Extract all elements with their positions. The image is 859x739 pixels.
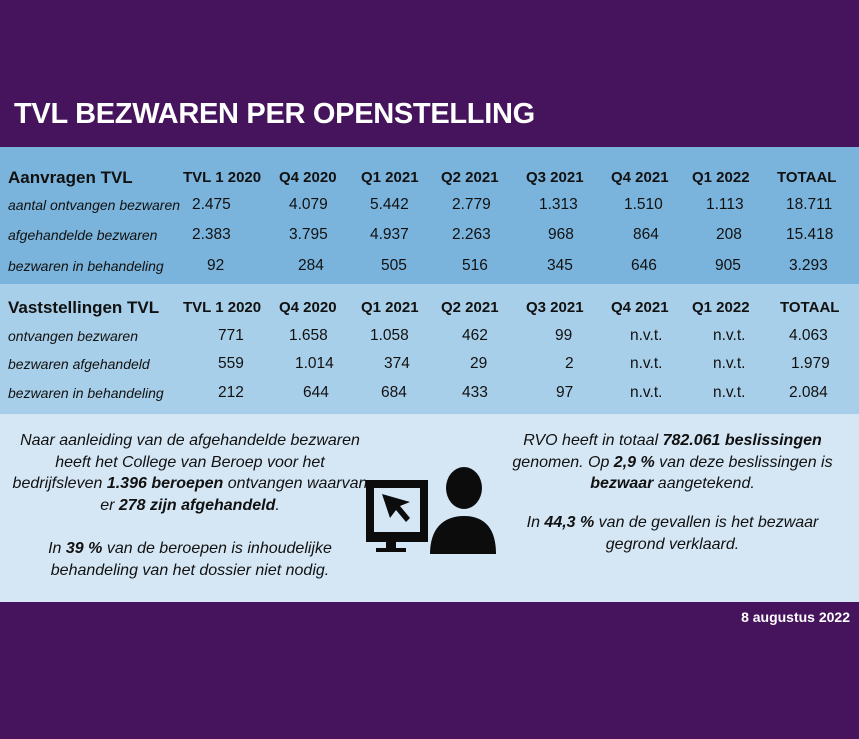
column-header: Q3 2021 [526,169,584,186]
table-row: afgehandelde bezwaren 2.383 3.795 4.937 … [0,222,859,248]
page-title: TVL BEZWAREN PER OPENSTELLING [14,98,535,130]
info-panel: Naar aanleiding van de afgehandelde bezw… [0,414,859,602]
table-cell: 18.711 [786,196,833,213]
table-cell: 2.779 [452,196,491,213]
table-cell: 15.418 [786,226,834,243]
column-header: Q1 2021 [361,299,419,316]
row-label: afgehandelde bezwaren [8,227,158,243]
table-cell: 4.937 [370,226,409,243]
column-header: Q4 2021 [611,299,669,316]
row-label: bezwaren in behandeling [8,258,164,274]
table-cell: 212 [218,384,244,401]
table-cell: 1.113 [706,196,744,213]
table-cell: 3.293 [789,257,828,274]
table-cell: 1.979 [791,355,830,372]
row-label: bezwaren afgehandeld [8,356,150,372]
table-cell: 345 [547,257,573,274]
table-cell: 29 [470,355,488,372]
table-cell: n.v.t. [630,327,663,344]
column-header: Q3 2021 [526,299,584,316]
table-cell: 2.475 [192,196,231,213]
table-row: bezwaren in behandeling 92 284 505 516 3… [0,253,859,279]
table-cell: 2.263 [452,226,491,243]
table-cell: 864 [633,226,659,243]
table-cell: 99 [555,327,573,344]
column-header: TOTAAL [780,299,840,316]
column-header: TOTAAL [777,169,837,186]
table-cell: 284 [298,257,324,274]
vaststellingen-header-row: Vaststellingen TVL TVL 1 2020 Q4 2020 Q1… [0,295,859,321]
table-cell: 374 [384,355,410,372]
row-label: aantal ontvangen bezwaren [8,197,181,213]
aanvragen-table: Aanvragen TVL TVL 1 2020 Q4 2020 Q1 2021… [0,147,859,284]
table-cell: 92 [207,257,225,274]
table-row: bezwaren in behandeling 212 644 684 433 … [0,380,859,406]
table-cell: 559 [218,355,244,372]
table-cell: 208 [716,226,742,243]
table-cell: 505 [381,257,407,274]
table-cell: 1.014 [295,355,334,372]
table-row: aantal ontvangen bezwaren 2.475 4.079 5.… [0,192,859,218]
table-cell: n.v.t. [630,384,663,401]
table-cell: 2.383 [192,226,231,243]
vaststellingen-table: Vaststellingen TVL TVL 1 2020 Q4 2020 Q1… [0,284,859,414]
aanvragen-title: Aanvragen TVL [8,168,133,187]
publication-date: 8 augustus 2022 [741,609,850,625]
table-cell: 97 [556,384,574,401]
column-header: TVL 1 2020 [183,169,262,186]
table-cell: 905 [715,257,741,274]
row-label: ontvangen bezwaren [8,328,138,344]
table-cell: 771 [218,327,244,344]
table-cell: 644 [303,384,329,401]
table-cell: 4.079 [289,196,328,213]
table-cell: n.v.t. [713,384,746,401]
table-cell: 1.058 [370,327,409,344]
table-cell: 2 [565,355,574,372]
table-cell: 4.063 [789,327,828,344]
info-right-paragraph-2: In 44,3 % van de gevallen is het bezwaar… [526,514,819,553]
table-row: ontvangen bezwaren 771 1.658 1.058 462 9… [0,323,859,349]
vaststellingen-title: Vaststellingen TVL [8,298,160,317]
table-cell: 1.658 [289,327,328,344]
column-header: Q1 2021 [361,169,419,186]
column-header: TVL 1 2020 [183,299,262,316]
person-at-computer-icon [360,464,500,574]
row-label: bezwaren in behandeling [8,385,164,401]
table-row: bezwaren afgehandeld 559 1.014 374 29 2 … [0,351,859,377]
table-cell: 646 [631,257,657,274]
column-header: Q1 2022 [692,299,750,316]
table-cell: 2.084 [789,384,828,401]
column-header: Q4 2020 [279,169,337,186]
info-left-paragraph-2: In 39 % van de beroepen is inhoudelijke … [48,540,332,579]
table-cell: 1.510 [624,196,663,213]
table-cell: n.v.t. [713,355,746,372]
table-cell: 462 [462,327,488,344]
column-header: Q4 2020 [279,299,337,316]
table-cell: n.v.t. [630,355,663,372]
table-cell: 433 [462,384,488,401]
table-cell: 516 [462,257,488,274]
info-left-paragraph-1: Naar aanleiding van de afgehandelde bezw… [12,432,368,514]
column-header: Q4 2021 [611,169,669,186]
table-cell: 3.795 [289,226,328,243]
column-header: Q1 2022 [692,169,750,186]
table-cell: 1.313 [539,196,578,213]
table-cell: 5.442 [370,196,409,213]
table-cell: n.v.t. [713,327,746,344]
aanvragen-header-row: Aanvragen TVL TVL 1 2020 Q4 2020 Q1 2021… [0,165,859,191]
column-header: Q2 2021 [441,169,499,186]
table-cell: 684 [381,384,407,401]
table-cell: 968 [548,226,574,243]
info-right-paragraph-1: RVO heeft in totaal 782.061 beslissingen… [512,432,833,492]
column-header: Q2 2021 [441,299,499,316]
